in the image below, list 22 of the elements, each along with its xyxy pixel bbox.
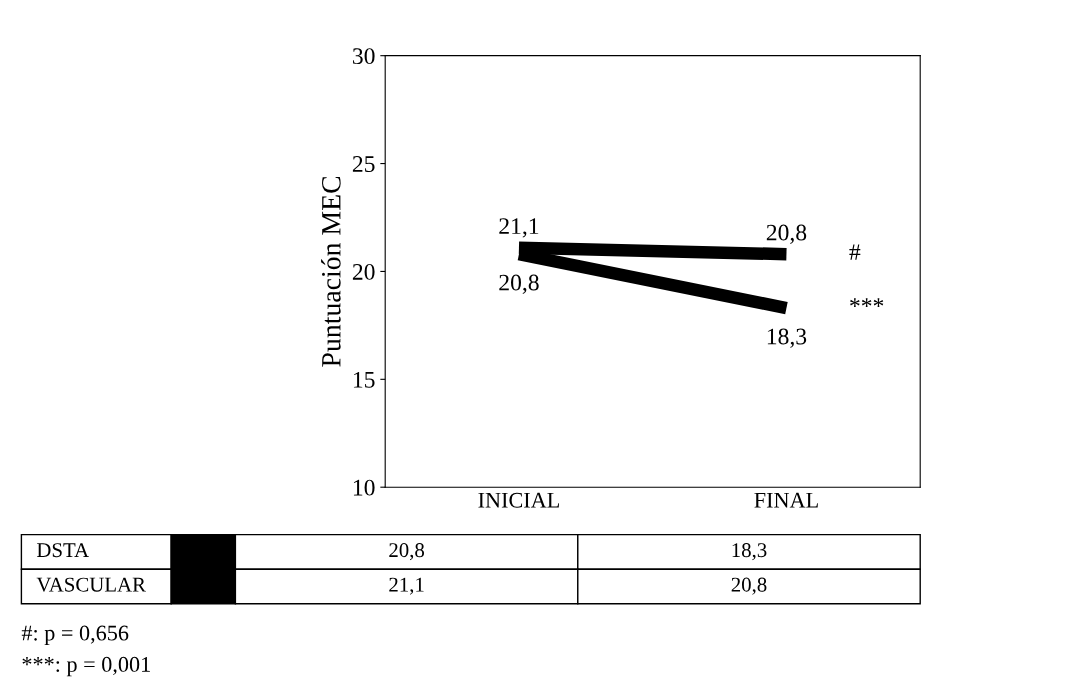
data-label: 18,3 <box>732 543 767 561</box>
y-tick-label: 10 <box>353 479 375 496</box>
text: DSTA <box>36 543 89 558</box>
x-tick-label: INICIAL <box>478 492 559 508</box>
data-label: 20,8 <box>389 543 425 561</box>
text: 18,3 <box>767 328 807 348</box>
text: 20,8 <box>766 224 807 244</box>
y-axis-title: Puntuación MEC <box>321 176 341 367</box>
text: 20,8 <box>499 274 539 294</box>
text: 21,1 <box>499 218 539 238</box>
legend-label: VASCULAR <box>36 577 146 592</box>
annotation: *** <box>850 298 884 307</box>
y-tick-label: 25 <box>352 156 375 172</box>
data-label: 21,1 <box>389 577 424 595</box>
text: #: p = 0,656 <box>21 625 129 646</box>
y-tick-label: 15 <box>353 371 375 388</box>
text: ***: p = 0,001 <box>22 656 150 677</box>
data-label: 20,8 <box>731 577 767 595</box>
y-tick-label: 20 <box>352 263 375 280</box>
annotation: # <box>849 244 861 260</box>
x-tick-label: FINAL <box>754 492 818 508</box>
y-tick-label: 30 <box>353 48 375 65</box>
